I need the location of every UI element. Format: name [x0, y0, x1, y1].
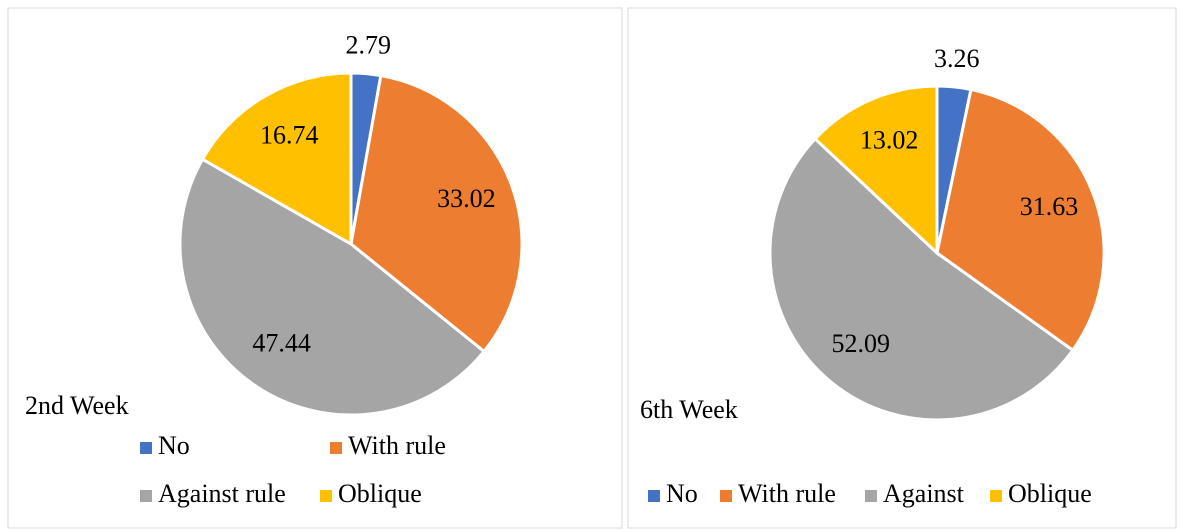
legend-swatch	[990, 490, 1002, 502]
data-label: 13.02	[860, 126, 919, 155]
pie-slice	[178, 157, 487, 417]
legend-label: Oblique	[1008, 479, 1092, 508]
legend-swatch	[865, 490, 877, 502]
data-label: 33.02	[437, 184, 496, 213]
data-label: 2.79	[345, 31, 391, 60]
legend-swatch	[720, 490, 732, 502]
panel	[7, 7, 623, 529]
pie-slice	[812, 84, 939, 257]
pie-slice	[349, 73, 524, 354]
legend-swatch	[330, 442, 342, 454]
data-label: 3.26	[934, 44, 980, 73]
data-label: 47.44	[252, 329, 311, 358]
pie-slice	[768, 136, 1075, 422]
legend-swatch	[140, 442, 152, 454]
legend-swatch	[140, 490, 152, 502]
chart-title: 2nd Week	[25, 391, 129, 420]
pie-slice	[935, 87, 1106, 353]
legend-label: No	[158, 431, 190, 460]
panel	[627, 7, 1177, 529]
legend-swatch	[648, 490, 660, 502]
legend-swatch	[320, 490, 332, 502]
legend-label: Against rule	[158, 479, 286, 508]
chart-title: 6th Week	[640, 395, 738, 424]
data-label: 52.09	[831, 329, 890, 358]
legend-label: Oblique	[338, 479, 422, 508]
data-label: 31.63	[1020, 192, 1079, 221]
legend-label: Against	[883, 479, 965, 508]
legend-label: With rule	[738, 479, 836, 508]
data-label: 16.74	[260, 120, 319, 149]
pie-slice	[200, 71, 353, 247]
legend-label: No	[666, 479, 698, 508]
legend-label: With rule	[348, 431, 446, 460]
